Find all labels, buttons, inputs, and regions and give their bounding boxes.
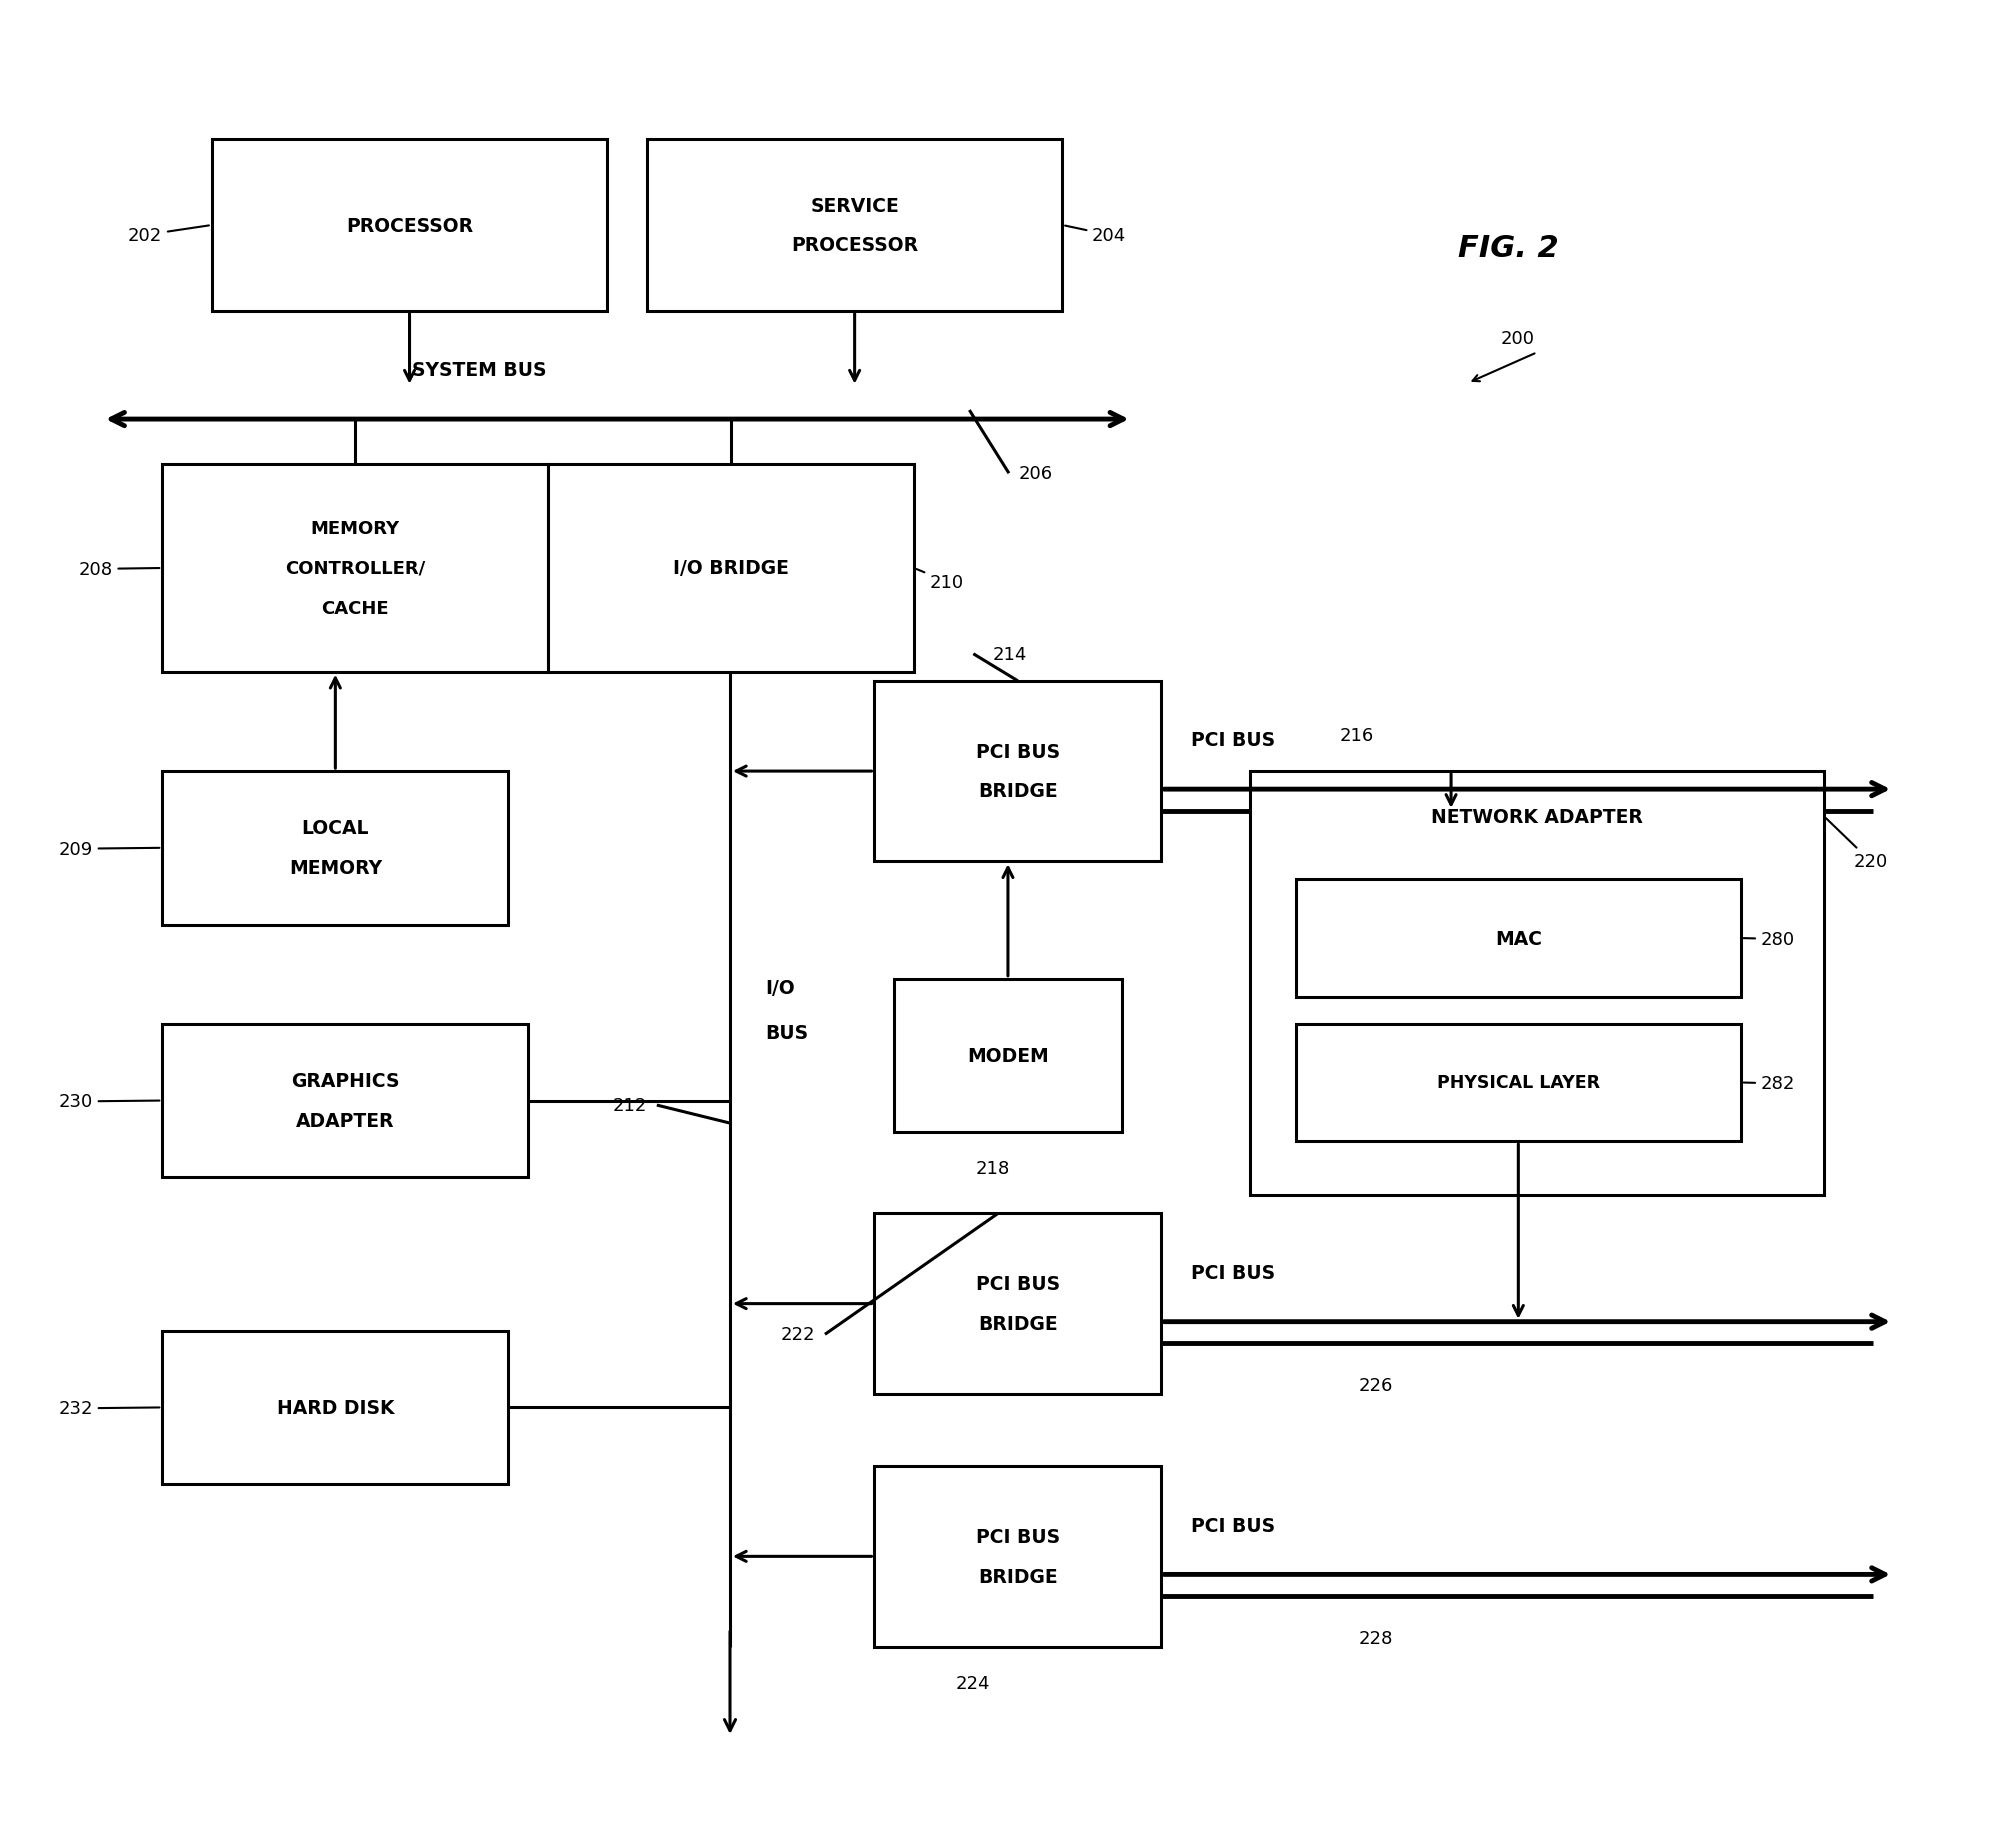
- Bar: [213, 141, 608, 311]
- Text: 222: 222: [780, 1326, 814, 1343]
- Text: 228: 228: [1359, 1629, 1393, 1647]
- Text: SYSTEM BUS: SYSTEM BUS: [411, 361, 545, 381]
- Text: 200: 200: [1500, 330, 1534, 348]
- Text: 208: 208: [78, 561, 160, 579]
- Text: PCI BUS: PCI BUS: [974, 742, 1059, 762]
- Text: MODEM: MODEM: [966, 1046, 1049, 1066]
- Text: 216: 216: [1339, 727, 1373, 744]
- Bar: [547, 465, 914, 672]
- Bar: [1249, 771, 1823, 1196]
- Text: CACHE: CACHE: [321, 599, 389, 617]
- Text: NETWORK ADAPTER: NETWORK ADAPTER: [1430, 808, 1642, 826]
- Bar: [162, 771, 507, 925]
- Text: 209: 209: [58, 841, 158, 857]
- Bar: [162, 1332, 507, 1484]
- Text: PROCESSOR: PROCESSOR: [345, 216, 473, 234]
- Bar: [162, 465, 547, 672]
- Text: 282: 282: [1742, 1075, 1794, 1094]
- Text: BUS: BUS: [766, 1024, 808, 1042]
- Text: PCI BUS: PCI BUS: [1191, 1515, 1275, 1535]
- Text: 226: 226: [1359, 1376, 1393, 1394]
- Text: 212: 212: [612, 1096, 646, 1114]
- Text: ADAPTER: ADAPTER: [297, 1112, 395, 1130]
- Text: BRIDGE: BRIDGE: [978, 1314, 1057, 1334]
- Text: BRIDGE: BRIDGE: [978, 1566, 1057, 1587]
- Text: 202: 202: [128, 227, 209, 245]
- Text: MEMORY: MEMORY: [289, 859, 381, 878]
- Text: 224: 224: [956, 1674, 990, 1691]
- Text: CONTROLLER/: CONTROLLER/: [285, 561, 425, 577]
- Text: MAC: MAC: [1494, 929, 1542, 947]
- Text: LOCAL: LOCAL: [301, 819, 369, 837]
- Text: 210: 210: [916, 570, 964, 592]
- Bar: [1295, 1024, 1740, 1141]
- Text: PCI BUS: PCI BUS: [974, 1275, 1059, 1293]
- Text: 220: 220: [1825, 819, 1887, 870]
- Text: I/O BRIDGE: I/O BRIDGE: [674, 559, 788, 579]
- Text: I/O: I/O: [766, 978, 794, 998]
- Text: PCI BUS: PCI BUS: [1191, 1264, 1275, 1282]
- Bar: [874, 682, 1161, 861]
- Text: GRAPHICS: GRAPHICS: [291, 1072, 399, 1090]
- Bar: [1295, 879, 1740, 997]
- Text: PHYSICAL LAYER: PHYSICAL LAYER: [1436, 1074, 1600, 1092]
- Bar: [162, 1024, 527, 1178]
- Text: FIG. 2: FIG. 2: [1458, 234, 1558, 264]
- Bar: [894, 978, 1121, 1132]
- Text: 232: 232: [58, 1400, 158, 1418]
- Bar: [874, 1213, 1161, 1394]
- Text: 206: 206: [1019, 465, 1053, 484]
- Text: 218: 218: [976, 1160, 1011, 1178]
- Text: PROCESSOR: PROCESSOR: [790, 236, 918, 255]
- Text: 280: 280: [1742, 931, 1794, 949]
- Text: HARD DISK: HARD DISK: [277, 1398, 393, 1418]
- Text: MEMORY: MEMORY: [311, 520, 399, 539]
- Text: 230: 230: [58, 1094, 158, 1110]
- Text: BRIDGE: BRIDGE: [978, 782, 1057, 801]
- Text: 204: 204: [1065, 227, 1125, 245]
- Bar: [646, 141, 1063, 311]
- Text: SERVICE: SERVICE: [810, 196, 898, 216]
- Text: PCI BUS: PCI BUS: [974, 1528, 1059, 1546]
- Text: PCI BUS: PCI BUS: [1191, 731, 1275, 749]
- Bar: [874, 1466, 1161, 1647]
- Text: 214: 214: [992, 645, 1027, 663]
